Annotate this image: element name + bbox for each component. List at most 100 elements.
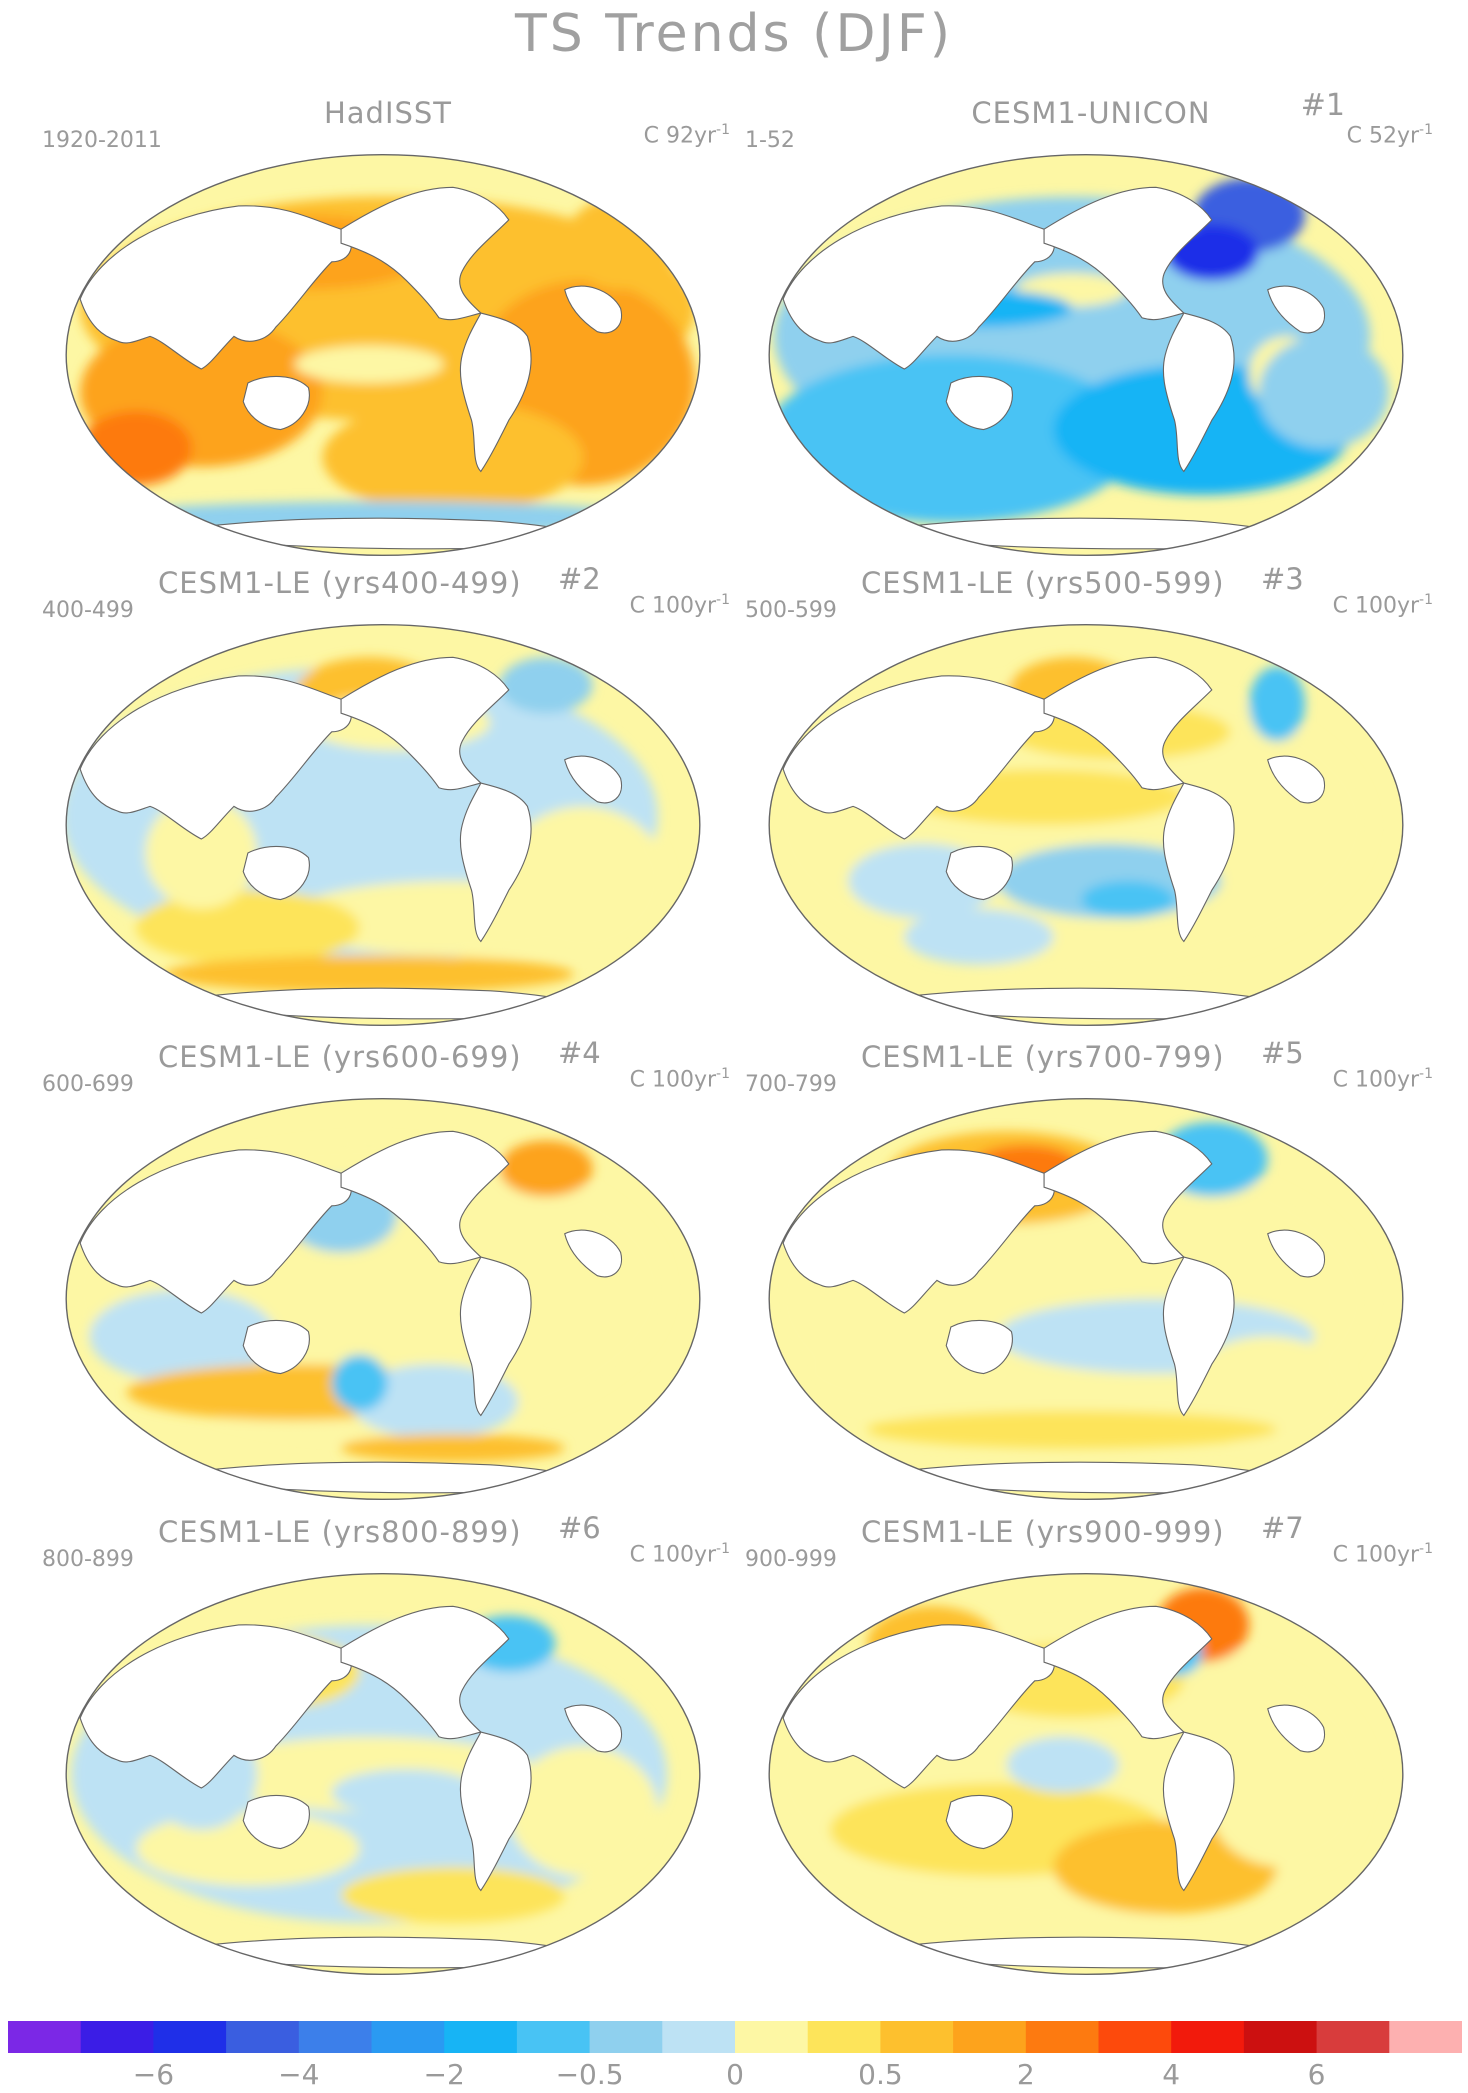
colorbar-tick-label: 0 xyxy=(726,2058,744,2091)
panel-units-exponent: -1 xyxy=(1419,592,1433,608)
land-mass xyxy=(459,1731,532,1892)
land-mass xyxy=(782,1624,1055,1789)
land-mass xyxy=(1043,186,1213,321)
colorbar-swatch xyxy=(1025,2021,1099,2053)
trend-region xyxy=(508,1746,658,1877)
colorbar-swatch xyxy=(880,2021,954,2053)
ocean-field xyxy=(66,624,700,1026)
panel-units-text: C 100yr xyxy=(629,593,717,619)
map-panel: HadISST 1920-2011 C 92yr-1 xyxy=(38,96,738,566)
trend-region xyxy=(145,797,258,909)
colorbar-tick-label: −4 xyxy=(278,2058,320,2091)
map-border xyxy=(768,623,1404,1027)
panel-number: #7 xyxy=(1261,1511,1304,1545)
colorbar-swatch xyxy=(807,2021,881,2053)
land-mass xyxy=(79,205,352,370)
colorbar-tick-label: −2 xyxy=(423,2058,465,2091)
robinson-map xyxy=(768,153,1404,557)
land-mass xyxy=(782,205,1055,370)
land-mass xyxy=(340,1130,510,1265)
land-mass xyxy=(1043,656,1213,791)
panel-units-exponent: -1 xyxy=(716,592,730,608)
panel-units-text: C 100yr xyxy=(1332,1542,1420,1568)
land-mass xyxy=(459,1256,532,1417)
land-mass xyxy=(782,675,1055,840)
colorbar-tick-label: −0.5 xyxy=(555,2058,624,2091)
panel-title: CESM1-LE (yrs400-499) xyxy=(158,566,522,600)
colorbar-swatch xyxy=(1171,2021,1245,2053)
land-mass xyxy=(242,1794,310,1850)
panel-units: C 100yr-1 xyxy=(1333,592,1433,618)
panel-period: 500-599 xyxy=(745,598,837,623)
trend-region xyxy=(136,890,360,965)
robinson-map xyxy=(65,1097,701,1501)
trend-region xyxy=(499,657,593,714)
trend-region xyxy=(89,1289,276,1383)
map-panel: CESM1-LE (yrs600-699) #4 600-699 C 100yr-1 xyxy=(38,1036,738,1510)
trend-region xyxy=(331,1354,388,1411)
colorbar-swatch xyxy=(953,2021,1027,2053)
panel-number: #3 xyxy=(1261,562,1304,596)
panel-title: CESM1-LE (yrs800-899) xyxy=(158,1515,522,1549)
panel-period: 1-52 xyxy=(745,128,795,153)
robinson-map xyxy=(65,1572,701,1976)
land-mass xyxy=(564,1229,623,1278)
land-mass xyxy=(1043,1605,1213,1740)
land-mass xyxy=(79,1149,352,1314)
colorbar-swatch xyxy=(516,2021,591,2053)
robinson-map xyxy=(768,623,1404,1027)
colorbar-swatch xyxy=(371,2021,445,2053)
map-border xyxy=(768,1097,1404,1501)
colorbar-swatch xyxy=(444,2021,518,2053)
robinson-map xyxy=(65,153,701,557)
panel-title: HadISST xyxy=(323,96,453,130)
panel-period: 800-899 xyxy=(42,1547,134,1572)
panel-units: C 100yr-1 xyxy=(1333,1541,1433,1567)
land-mass xyxy=(782,1149,1055,1314)
trend-region xyxy=(80,410,192,486)
ocean-field xyxy=(769,1098,1403,1500)
land-mass xyxy=(945,1319,1013,1375)
colorbar-swatch xyxy=(226,2021,300,2053)
panel-units-text: C 100yr xyxy=(1332,593,1420,619)
trend-region xyxy=(164,955,575,993)
robinson-map xyxy=(65,623,701,1027)
land-mass xyxy=(459,312,532,473)
land-mass xyxy=(1043,1130,1213,1265)
ocean-field xyxy=(769,624,1403,1026)
panel-units-text: C 92yr xyxy=(643,123,717,149)
panel-units-text: C 100yr xyxy=(629,1067,717,1093)
colorbar-labels: −6 −4 −2 −0.5 0 0.5 2 4 6 xyxy=(8,2058,1462,2092)
map-border xyxy=(65,1572,701,1976)
trend-region xyxy=(322,401,584,514)
trend-region xyxy=(1081,880,1175,919)
panel-units: C 100yr-1 xyxy=(630,592,730,618)
trend-region xyxy=(294,345,444,383)
land-mass xyxy=(1267,1704,1326,1753)
colorbar-tick-label: 0.5 xyxy=(858,2058,903,2091)
panel-units: C 52yr-1 xyxy=(1347,122,1433,148)
land-mass xyxy=(1267,1229,1326,1278)
map-panel: CESM1-LE (yrs500-599) #3 500-599 C 100yr-1 xyxy=(741,562,1441,1036)
panel-period: 700-799 xyxy=(745,1072,837,1097)
ocean-field xyxy=(66,1573,700,1975)
map-panel: CESM1-UNICON #1 1-52 C 52yr-1 xyxy=(741,88,1441,566)
panel-units: C 100yr-1 xyxy=(630,1066,730,1092)
land-mass xyxy=(1267,285,1326,334)
trend-region xyxy=(867,1410,1278,1449)
ocean-field xyxy=(66,1098,700,1500)
colorbar-tick-label: 6 xyxy=(1307,2058,1326,2091)
colorbar-swatch xyxy=(1243,2021,1318,2053)
land-mass xyxy=(340,186,510,321)
panel-units-exponent: -1 xyxy=(1419,1066,1433,1082)
panel-units-exponent: -1 xyxy=(716,1541,730,1557)
colorbar-swatch xyxy=(298,2021,372,2053)
panel-period: 900-999 xyxy=(745,1547,837,1572)
trend-region xyxy=(499,806,668,956)
panel-period: 1920-2011 xyxy=(42,128,162,153)
map-border xyxy=(65,153,701,557)
map-panel: CESM1-LE (yrs900-999) #7 900-999 C 100yr-1 xyxy=(741,1511,1441,1985)
trend-region xyxy=(341,1867,565,1924)
land-mass xyxy=(242,845,310,901)
panel-number: #2 xyxy=(558,562,601,596)
